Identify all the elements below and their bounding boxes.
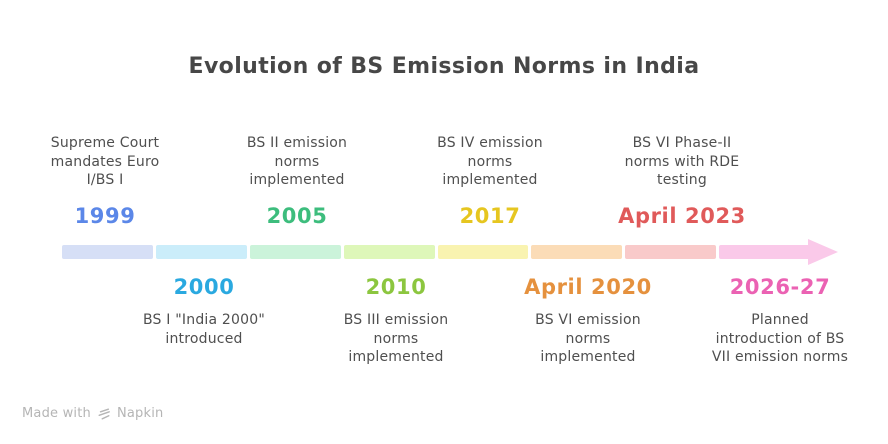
timeline-segment-2: [155, 245, 247, 259]
timeline-segment-8: [719, 245, 810, 259]
timeline-segment-6: [531, 245, 623, 259]
timeline-segment-1: [62, 245, 153, 259]
page-title: Evolution of BS Emission Norms in India: [188, 54, 700, 79]
event-year: April 2020: [524, 275, 652, 299]
napkin-logo-icon: [97, 407, 111, 421]
timeline-event-1999: Supreme Court mandates Euro I/BS I 1999: [5, 134, 205, 229]
timeline-segment-7: [625, 245, 717, 259]
event-description: Supreme Court mandates Euro I/BS I: [50, 135, 160, 188]
event-year: 2017: [459, 203, 521, 228]
event-description: Planned introduction of BS VII emission …: [711, 312, 849, 365]
timeline-event-2017: BS IV emission norms implemented 2017: [390, 134, 590, 229]
event-description: BS VI Phase-II norms with RDE testing: [624, 135, 740, 188]
timeline-event-april-2020: April 2020 BS VI emission norms implemen…: [488, 274, 688, 367]
timeline-arrowhead-icon: [808, 239, 838, 265]
watermark: Made with Napkin: [22, 406, 163, 421]
event-year: 1999: [74, 203, 136, 228]
event-description: BS I "India 2000" introduced: [143, 312, 265, 347]
watermark-prefix: Made with: [22, 406, 91, 421]
event-description: BS IV emission norms implemented: [437, 135, 543, 188]
watermark-brand: Napkin: [116, 406, 164, 421]
timeline-bar: [62, 245, 810, 259]
timeline-segment-5: [437, 245, 529, 259]
event-year: 2005: [266, 203, 328, 228]
timeline-event-april-2023: BS VI Phase-II norms with RDE testing Ap…: [582, 134, 782, 229]
event-year: 2026-27: [729, 275, 831, 299]
timeline-event-2010: 2010 BS III emission norms implemented: [296, 274, 496, 367]
event-description: BS III emission norms implemented: [343, 312, 449, 365]
timeline-event-2000: 2000 BS I "India 2000" introduced: [104, 274, 304, 348]
timeline-segment-4: [343, 245, 435, 259]
timeline-segment-3: [249, 245, 341, 259]
timeline-event-2005: BS II emission norms implemented 2005: [197, 134, 397, 229]
event-year: 2010: [365, 275, 427, 299]
event-year: April 2023: [618, 203, 746, 228]
timeline-event-2026-27: 2026-27 Planned introduction of BS VII e…: [680, 274, 880, 367]
event-description: BS II emission norms implemented: [246, 135, 348, 188]
event-year: 2000: [173, 275, 235, 299]
event-description: BS VI emission norms implemented: [535, 312, 641, 365]
